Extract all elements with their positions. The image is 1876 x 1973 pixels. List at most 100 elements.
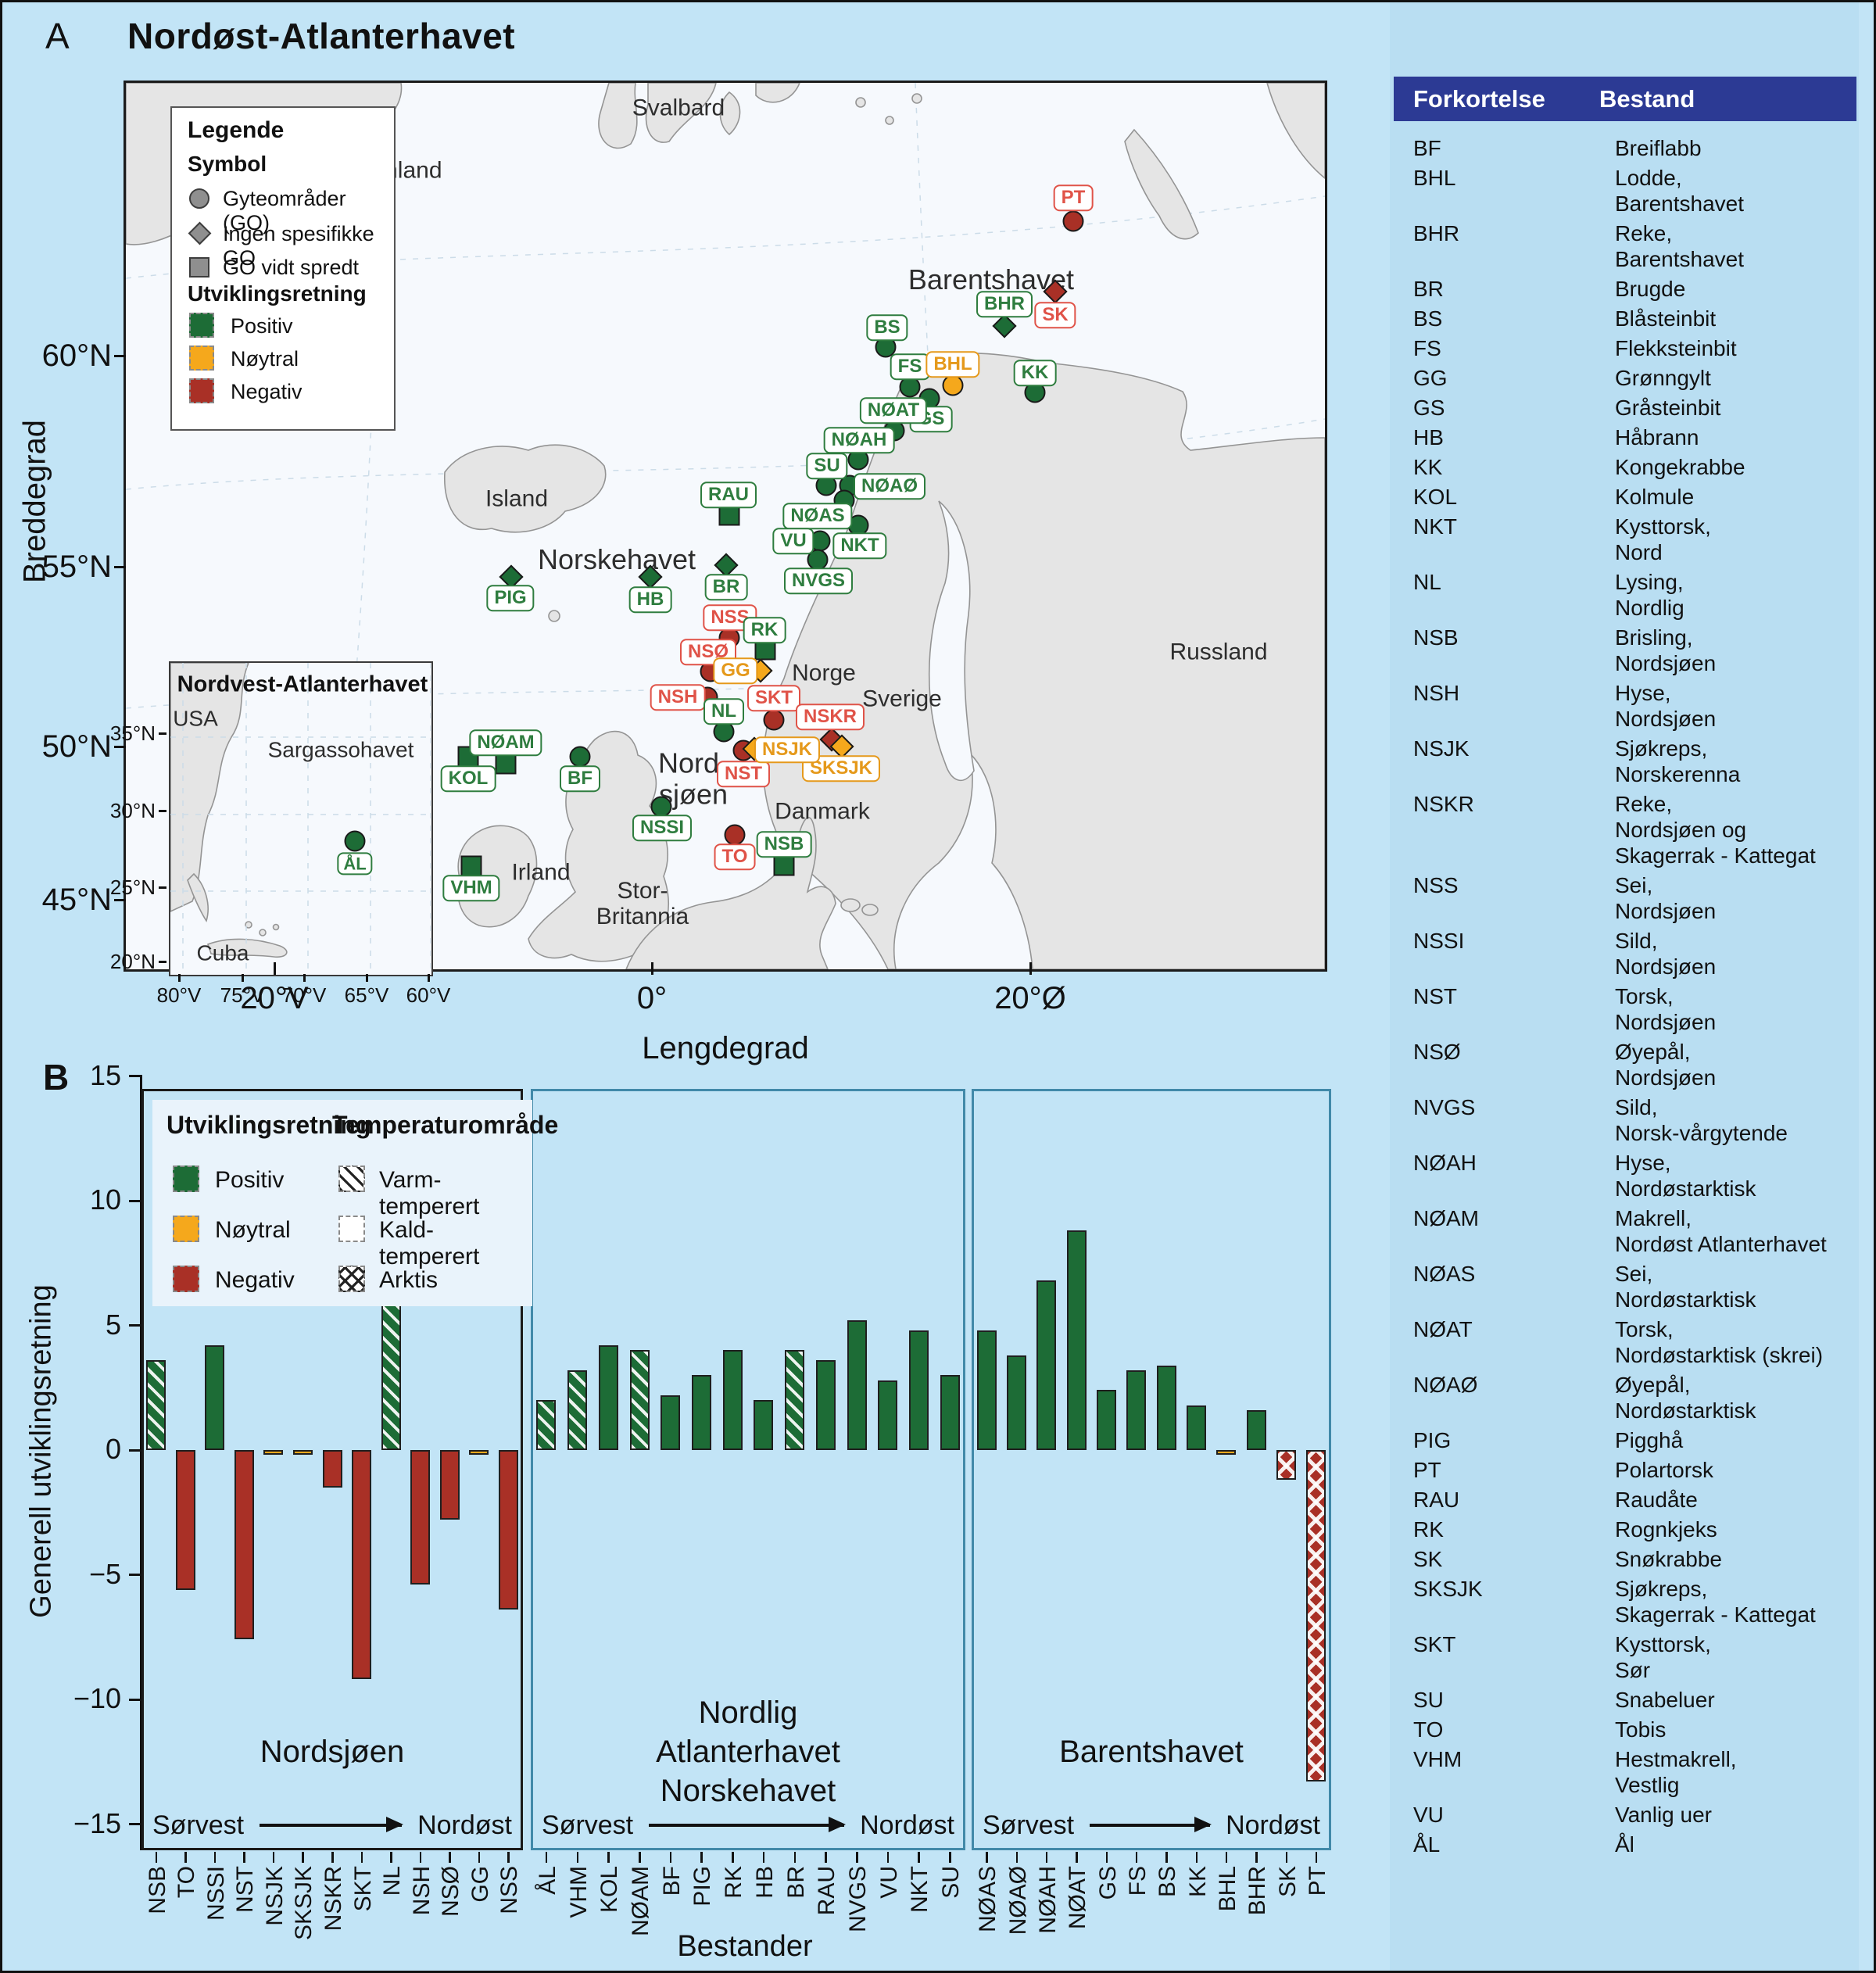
marker-label-skt: SKT	[747, 685, 800, 711]
bar-nkt	[908, 1330, 929, 1450]
marker-label-to: TO	[714, 843, 756, 870]
map-place-label: Svalbard	[632, 95, 725, 121]
table-row-to: TO Tobis	[1413, 1717, 1851, 1742]
chart-y-tick-label: 5	[105, 1308, 121, 1341]
table-row-nst: NST Torsk, Nordsjøen	[1413, 983, 1851, 1035]
table-stock-name: Sild, Nordsjøen	[1615, 929, 1717, 979]
chart-legend: Utviklingsretning Positiv Nøytral Negativ Te…	[152, 1100, 558, 1306]
map-y-tick-label: 50°N	[41, 729, 112, 764]
marker-label-hb: HB	[628, 586, 672, 613]
table-row-br: BR Brugde	[1413, 276, 1851, 302]
bar-pig	[691, 1375, 711, 1450]
table-stock-name: Torsk, Nordsjøen	[1615, 984, 1717, 1034]
inset-place-label: Cuba	[196, 940, 249, 965]
table-row-skt: SKT Kysttorsk, Sør	[1413, 1631, 1851, 1683]
table-stock-name: Sjøkreps, Skagerrak - Kattegat	[1615, 1577, 1816, 1627]
table-stock-name: Brisling, Nordsjøen	[1615, 625, 1717, 675]
table-stock-name: Blåsteinbit	[1615, 306, 1717, 331]
marker-label-bhl: BHL	[925, 351, 980, 378]
inset-place-label: Sargassohavet	[267, 737, 414, 762]
chart-y-tick	[129, 1698, 141, 1701]
table-stock-name: Sjøkreps, Norskerenna	[1615, 736, 1741, 786]
table-abbr: NSB	[1413, 625, 1459, 650]
table-abbr: BF	[1413, 136, 1441, 160]
marker-bhr-diamond	[992, 313, 1017, 338]
chart-y-tick-label: −10	[73, 1682, 121, 1714]
inset-x-tick-label: 65°V	[344, 983, 389, 1007]
marker-vhm-square	[460, 855, 482, 877]
table-abbr: SKT	[1413, 1632, 1456, 1656]
table-row-nkt: NKT Kysttorsk, Nord	[1413, 514, 1851, 565]
table-row-hb: HB Håbrann	[1413, 424, 1851, 450]
table-stock-name: Ål	[1615, 1832, 1634, 1857]
map-place-label: Russland	[1169, 639, 1268, 665]
table-row-bf: BF Breiflabb	[1413, 135, 1851, 161]
table-stock-name: Kongekrabbe	[1615, 455, 1745, 479]
inset-x-tick-label: 75°V	[220, 983, 265, 1007]
bar-bf	[661, 1395, 681, 1450]
chart-x-tick	[302, 1852, 304, 1863]
bar-rau	[815, 1360, 836, 1450]
map-place-label: Stor- Britannia	[596, 878, 689, 929]
bar-nøat	[1066, 1230, 1087, 1450]
map-x-tick	[1029, 962, 1032, 975]
table-stock-name: Snabeluer	[1615, 1688, 1715, 1712]
table-row-pt: PT Polartorsk	[1413, 1457, 1851, 1483]
inset-x-tick	[366, 974, 368, 982]
table-stock-name: Gråsteinbit	[1615, 396, 1721, 420]
chart-x-tick	[331, 1852, 334, 1863]
table-stock-name: Torsk, Nordøstarktisk (skrei)	[1615, 1317, 1824, 1367]
chart-x-tick	[918, 1852, 920, 1863]
chart-x-tick	[732, 1852, 734, 1863]
bar-ål	[536, 1400, 557, 1450]
table-stock-name: Kysttorsk, Nord	[1615, 514, 1711, 564]
inset-y-tick	[159, 732, 166, 735]
inset-x-tick	[428, 974, 430, 982]
inset-x-tick-label: 70°V	[281, 983, 327, 1007]
map-place-label: Danmark	[775, 798, 870, 825]
map-legend: Legende Symbol Gyteområder (GO) Ingen spesi…	[170, 106, 396, 431]
bar-rk	[722, 1350, 743, 1450]
chart-x-tick-label-bf: BF	[658, 1866, 685, 1896]
table-abbr: SK	[1413, 1547, 1443, 1571]
facet-direction-row-2: Sørvest Nordøst	[542, 1808, 954, 1842]
marker-label-pt: PT	[1053, 184, 1094, 211]
map-place-label: Island	[485, 485, 549, 512]
marker-label-nvgs: NVGS	[783, 568, 854, 594]
bar-nsb	[146, 1360, 166, 1450]
chart-x-tick	[545, 1852, 548, 1863]
chart-x-tick-label-kk: KK	[1184, 1866, 1211, 1898]
table-row-nøas: NØAS Sei, Nordøstarktisk	[1413, 1261, 1851, 1312]
chart-x-tick	[478, 1852, 481, 1863]
bar-nskr	[322, 1450, 342, 1488]
chart-x-tick-label-su: SU	[938, 1866, 965, 1899]
table-abbr: BR	[1413, 277, 1444, 301]
table-abbr: NSH	[1413, 681, 1460, 705]
chart-x-tick-label-fs: FS	[1124, 1866, 1151, 1896]
map-legend-direction-label: Nøytral	[231, 347, 299, 371]
table-abbr: BS	[1413, 306, 1443, 331]
chart-x-tick-label-rau: RAU	[814, 1866, 840, 1916]
chart-x-tick	[213, 1852, 217, 1863]
temperature-swatch-kald	[338, 1216, 365, 1242]
bar-vhm	[567, 1370, 588, 1450]
marker-label-nøas: NØAS	[782, 503, 853, 529]
table-abbr: PIG	[1413, 1428, 1452, 1452]
marker-label-nsh: NSH	[650, 684, 706, 711]
diamond-symbol-icon	[188, 221, 212, 245]
map-legend-symbol-label: Gyteområder (GO)	[223, 187, 346, 235]
col-forkortelse: Forkortelse	[1413, 84, 1545, 113]
table-stock-name: Flekksteinbit	[1615, 336, 1737, 360]
bar-nøas	[976, 1330, 997, 1450]
bar-gs	[1097, 1390, 1116, 1450]
chart-x-tick-label-vu: VU	[875, 1866, 902, 1899]
inset-title: Nordvest-Atlanterhavet	[177, 671, 428, 697]
table-stock-name: Øyepål, Nordsjøen	[1615, 1040, 1717, 1090]
table-abbr: FS	[1413, 336, 1441, 360]
chart-y-tick-label: −5	[88, 1557, 121, 1590]
chart-y-tick	[129, 1075, 141, 1077]
table-abbr: NØAØ	[1413, 1373, 1478, 1397]
facet-caption-2: Nordlig Atlanterhavet Norskehavet	[656, 1695, 840, 1808]
chart-x-tick-label-hb: HB	[751, 1866, 778, 1899]
